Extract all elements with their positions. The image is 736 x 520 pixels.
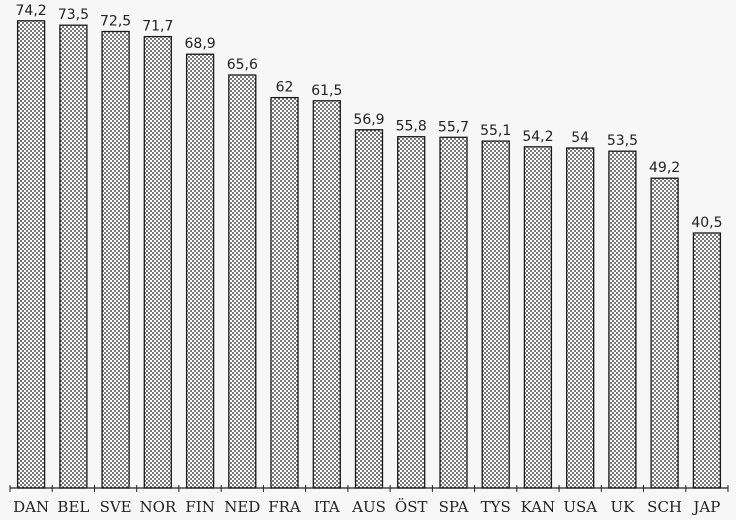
value-label-jap: 40,5 [691, 215, 722, 231]
bar-dan [16, 20, 46, 489]
value-label-nor: 71,7 [142, 19, 173, 35]
x-tick-labels: DAN BEL SVE NOR FIN NED FRA ITA AUS ÖST SPA TYS KAN U… [13, 498, 720, 516]
value-label-bel: 73,5 [58, 7, 89, 23]
x-tick-label-nor: NOR [139, 498, 176, 516]
bar-jap [692, 232, 722, 489]
bar-tys [481, 140, 510, 489]
x-tick-label-spa: SPA [439, 498, 469, 516]
x-tick-label-sch: SCH [647, 498, 682, 516]
x-tick-label-jap: JAP [691, 498, 720, 516]
value-label-fra: 62 [276, 80, 294, 96]
bar-usa [566, 147, 595, 489]
bar-ned [228, 74, 257, 489]
bar-aus [354, 129, 384, 489]
bar-uk [608, 150, 637, 489]
bar-fra [270, 96, 299, 489]
value-label-fin: 68,9 [185, 36, 216, 52]
value-label-ned: 65,6 [227, 57, 258, 73]
value-labels-layer: 74,2 73,5 72,5 71,7 68,9 65,6 62 61,5 56,9 55,8 55… [16, 3, 723, 231]
bar-sve [101, 30, 130, 489]
bar-nor [143, 35, 172, 489]
x-tick-label-uk: UK [610, 498, 635, 516]
value-label-uk: 53,5 [607, 133, 638, 149]
x-tick-label-dan: DAN [13, 498, 49, 516]
x-tick-label-fin: FIN [185, 498, 214, 516]
value-label-ita: 61,5 [311, 83, 342, 99]
value-label-sch: 49,2 [649, 160, 680, 176]
value-label-sve: 72,5 [100, 14, 131, 30]
x-tick-label-sve: SVE [100, 498, 132, 516]
x-tick-label-fra: FRA [268, 498, 301, 516]
bar-ita [312, 100, 341, 489]
bar-öst [397, 136, 426, 489]
bar-spa [439, 136, 468, 489]
x-tick-label-usa: USA [563, 498, 597, 516]
x-tick-label-tys: TYS [481, 498, 511, 516]
bar-kan [523, 146, 553, 489]
value-label-tys: 55,1 [480, 123, 511, 139]
x-tick-label-aus: AUS [351, 498, 386, 516]
x-tick-marks [9, 485, 729, 492]
value-label-usa: 54 [571, 130, 589, 146]
bars-layer [16, 20, 722, 489]
bar-bel [59, 24, 88, 489]
bar-sch [650, 177, 679, 489]
x-tick-label-ita: ITA [314, 498, 340, 516]
value-label-spa: 55,7 [438, 119, 469, 135]
value-label-aus: 56,9 [353, 112, 384, 128]
x-tick-label-ned: NED [224, 498, 260, 516]
x-tick-label-bel: BEL [57, 498, 89, 516]
bar-fin [185, 53, 215, 489]
value-label-dan: 74,2 [16, 3, 47, 19]
value-label-öst: 55,8 [396, 119, 427, 135]
value-label-kan: 54,2 [522, 129, 553, 145]
x-tick-label-kan: KAN [521, 498, 556, 516]
x-tick-label-öst: ÖST [395, 498, 428, 516]
